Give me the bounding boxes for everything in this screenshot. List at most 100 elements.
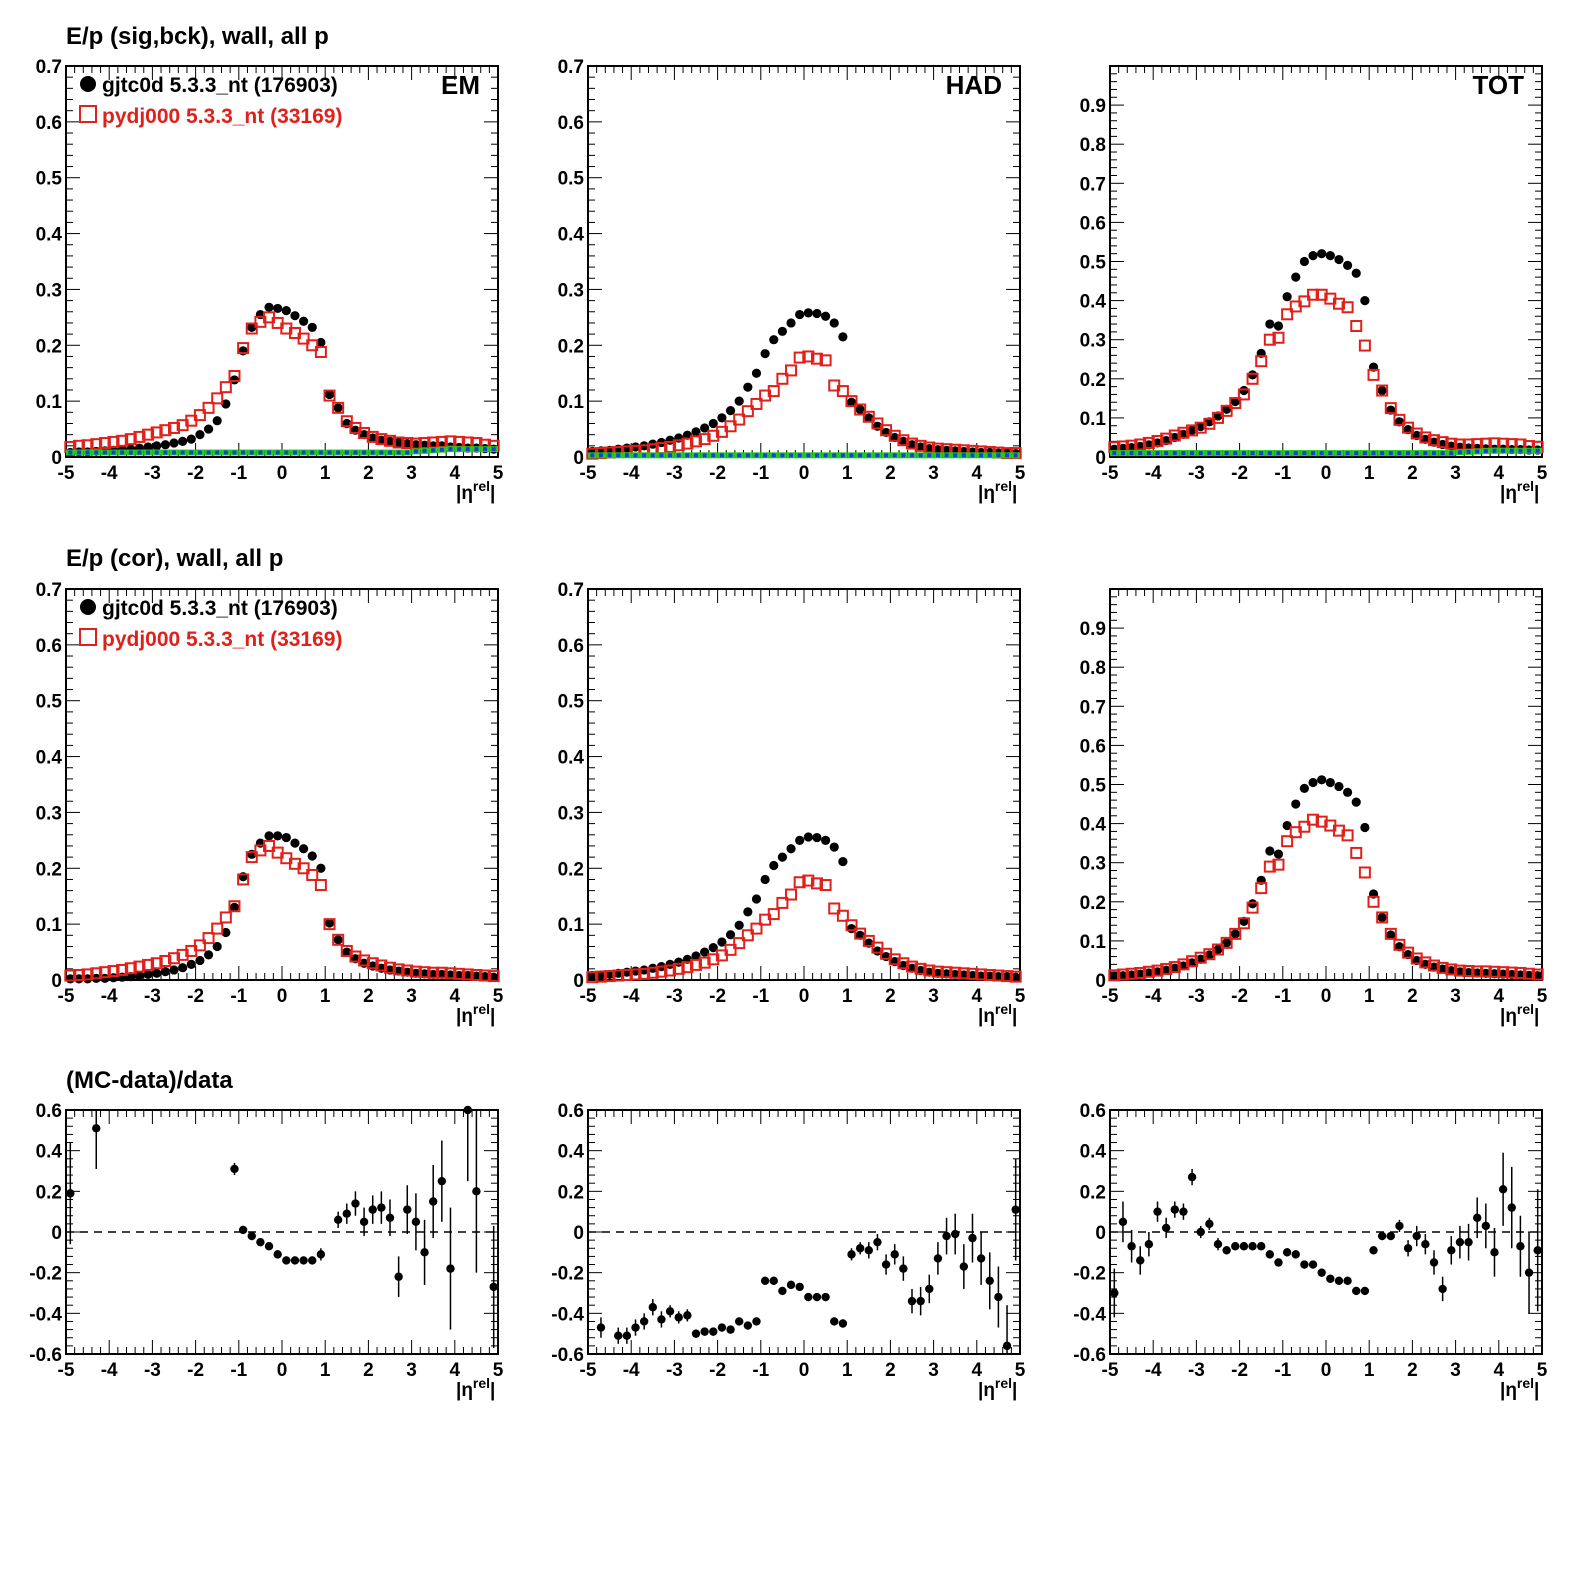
mc-point: [202, 932, 215, 945]
bkg-blue-point: [292, 450, 297, 455]
mc-point: [418, 966, 431, 979]
y-tick-label: 0: [573, 1223, 584, 1244]
ratio-point: [1282, 1248, 1292, 1257]
mc-point: [1505, 966, 1518, 979]
ratio-point: [1231, 1242, 1240, 1251]
data-point: [1463, 967, 1474, 978]
data-point: [394, 966, 404, 976]
row-title-sig-bck: E/p (sig,bck), wall, all p: [66, 23, 329, 50]
bkg-blue-point: [754, 453, 759, 458]
data-point: [437, 969, 447, 980]
data-point: [864, 413, 874, 423]
bkg-blue-point: [111, 450, 116, 455]
y-tick-label: 0.6: [1080, 736, 1106, 757]
data-point: [708, 418, 718, 429]
data-point: [700, 947, 710, 957]
ratio-point: [752, 1317, 761, 1326]
mc-point: [741, 405, 754, 418]
data-point: [1152, 967, 1163, 977]
y-tick-label: 0: [1095, 1223, 1106, 1244]
ratio-point: [942, 1231, 951, 1241]
mc-point: [1116, 968, 1129, 981]
mc-point: [862, 410, 875, 423]
data-point: [152, 441, 162, 451]
mc-point: [1255, 882, 1268, 895]
data-point: [821, 835, 831, 845]
bkg-blue-point: [1198, 451, 1203, 456]
y-tick-label: 0: [573, 448, 584, 469]
data-point: [1247, 370, 1258, 380]
x-tick-label: 5: [1015, 1360, 1026, 1381]
bkg-blue-point: [413, 449, 418, 454]
data-point: [717, 413, 727, 423]
mc-point: [133, 960, 146, 973]
ratio-point: [1360, 1286, 1370, 1296]
legend-data-marker: [80, 599, 96, 615]
mc-point: [914, 962, 927, 975]
y-tick-label: -0.6: [29, 1345, 62, 1366]
ratio-point: [1455, 1237, 1465, 1247]
x-tick-label: 4: [1494, 463, 1505, 484]
ratio-point: [665, 1307, 675, 1316]
x-tick-label: 0: [1321, 986, 1332, 1007]
data-point: [178, 963, 188, 973]
y-tick-label: 0.1: [558, 915, 585, 936]
y-tick-label: -0.4: [1073, 1304, 1106, 1325]
ratio-point: [1524, 1268, 1534, 1277]
mc-point: [776, 372, 789, 385]
ratio-point: [1464, 1237, 1473, 1247]
x-tick-label: 5: [1537, 986, 1548, 1007]
ratio-point: [1179, 1207, 1188, 1216]
data-point: [1291, 272, 1301, 282]
ratio-point: [1343, 1276, 1352, 1286]
y-tick-label: 0.2: [1080, 893, 1106, 914]
bkg-blue-point: [1005, 453, 1010, 458]
ratio-point: [1300, 1260, 1309, 1269]
bkg-blue-point: [763, 453, 768, 458]
y-tick-label: 0.7: [36, 580, 62, 601]
data-point: [264, 302, 274, 312]
data-point: [855, 930, 865, 940]
legend-data-label: gjtc0d 5.3.3_nt (176903): [102, 74, 338, 97]
mc-point: [1376, 384, 1389, 397]
x-tick-label: 3: [928, 986, 939, 1007]
ratio-point: [1438, 1284, 1447, 1294]
mc-point: [966, 967, 979, 980]
mc-point: [1168, 429, 1181, 442]
mc-point: [802, 874, 815, 887]
bkg-blue-point: [146, 450, 151, 455]
y-tick-label: 0.1: [1080, 409, 1107, 430]
bkg-blue-point: [797, 453, 802, 458]
mc-point: [90, 967, 103, 980]
ratio-point: [316, 1250, 326, 1259]
mc-point: [461, 968, 474, 981]
mc-point: [785, 364, 798, 377]
data-point: [1299, 783, 1309, 794]
y-tick-label: 0.1: [1080, 932, 1107, 953]
bkg-blue-point: [737, 453, 742, 458]
bkg-blue-point: [694, 453, 698, 458]
bkg-blue-point: [633, 453, 638, 458]
ratio-point: [596, 1323, 606, 1332]
y-tick-label: 0.6: [558, 1101, 584, 1122]
mc-point: [1229, 927, 1242, 940]
data-point: [143, 969, 153, 980]
ratio-point: [472, 1187, 481, 1196]
ratio-point: [385, 1213, 395, 1222]
bkg-blue-point: [1518, 448, 1523, 453]
data-point: [795, 309, 805, 320]
data-point: [700, 423, 710, 433]
mc-point: [1341, 301, 1354, 314]
mc-point: [1237, 388, 1250, 401]
bkg-blue-point: [284, 450, 289, 455]
data-point: [933, 968, 943, 978]
x-tick-label: -5: [580, 463, 597, 484]
mc-point: [646, 966, 659, 979]
data-point: [812, 832, 822, 843]
bkg-blue-point: [1406, 451, 1411, 456]
data-point: [829, 842, 839, 852]
bkg-blue-point: [1362, 451, 1367, 456]
y-tick-label: 0.2: [558, 859, 584, 880]
bkg-blue-point: [702, 453, 707, 458]
data-point: [186, 434, 196, 444]
